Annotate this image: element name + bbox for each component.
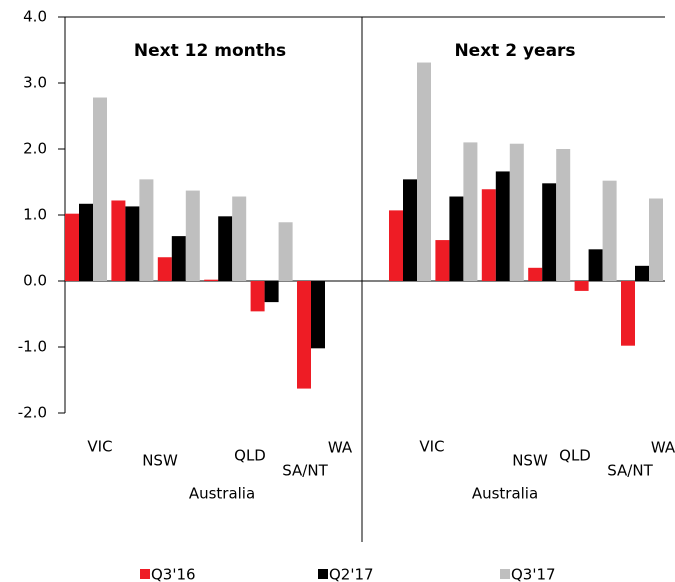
bar xyxy=(218,216,233,281)
bar xyxy=(417,62,431,281)
x-tick-label: NSW xyxy=(142,452,178,470)
y-tick-label: 4.0 xyxy=(23,8,47,26)
x-tick-label: QLD xyxy=(234,447,266,465)
legend-swatch xyxy=(140,569,150,579)
bar xyxy=(556,149,571,281)
bar xyxy=(542,183,557,281)
y-tick-label: 1.0 xyxy=(23,206,47,224)
y-tick-label: 0.0 xyxy=(23,272,47,290)
bar xyxy=(93,97,107,282)
bar xyxy=(250,281,265,312)
x-tick-label: SA/NT xyxy=(607,462,653,480)
bar xyxy=(649,198,663,281)
x-tick-label: NSW xyxy=(512,452,548,470)
legend-swatch xyxy=(500,569,510,579)
x-tick-label: VIC xyxy=(419,438,444,456)
bar xyxy=(171,236,186,281)
bar xyxy=(588,249,603,281)
legend-label: Q3'16 xyxy=(151,566,196,582)
bar xyxy=(528,267,543,281)
bar xyxy=(297,281,311,389)
x-tick-label: Australia xyxy=(189,485,255,503)
x-tick-label: WA xyxy=(328,439,353,457)
bar xyxy=(574,281,589,291)
bar xyxy=(389,210,403,281)
bar xyxy=(481,189,496,281)
bar xyxy=(79,203,93,281)
y-tick-label: -1.0 xyxy=(18,338,47,356)
bar xyxy=(185,190,200,281)
y-tick-label: 3.0 xyxy=(23,74,47,92)
y-tick-label: -2.0 xyxy=(18,404,47,422)
y-tick-label: 2.0 xyxy=(23,140,47,158)
bar xyxy=(232,196,247,281)
bar xyxy=(139,179,154,281)
bar xyxy=(403,179,417,281)
bar xyxy=(463,142,478,281)
bar xyxy=(635,265,649,281)
bar xyxy=(204,279,219,281)
bar xyxy=(602,180,617,281)
legend-label: Q3'17 xyxy=(511,566,556,582)
bar xyxy=(65,213,79,281)
bar xyxy=(278,222,293,281)
panel-title: Next 12 months xyxy=(134,41,286,61)
x-tick-label: SA/NT xyxy=(282,462,328,480)
legend-label: Q2'17 xyxy=(329,566,374,582)
x-tick-label: QLD xyxy=(559,447,591,465)
bar xyxy=(157,257,172,281)
bar xyxy=(449,196,464,281)
bar xyxy=(621,281,635,346)
bar xyxy=(264,281,279,303)
bar xyxy=(311,281,325,349)
legend-swatch xyxy=(318,569,328,579)
bar xyxy=(435,240,450,281)
x-tick-label: WA xyxy=(651,439,675,457)
bar xyxy=(509,143,524,281)
bar xyxy=(125,206,140,281)
bar xyxy=(111,200,126,281)
panel-title: Next 2 years xyxy=(454,41,575,61)
bar xyxy=(495,171,510,281)
x-tick-label: Australia xyxy=(472,485,538,503)
x-tick-label: VIC xyxy=(87,438,112,456)
